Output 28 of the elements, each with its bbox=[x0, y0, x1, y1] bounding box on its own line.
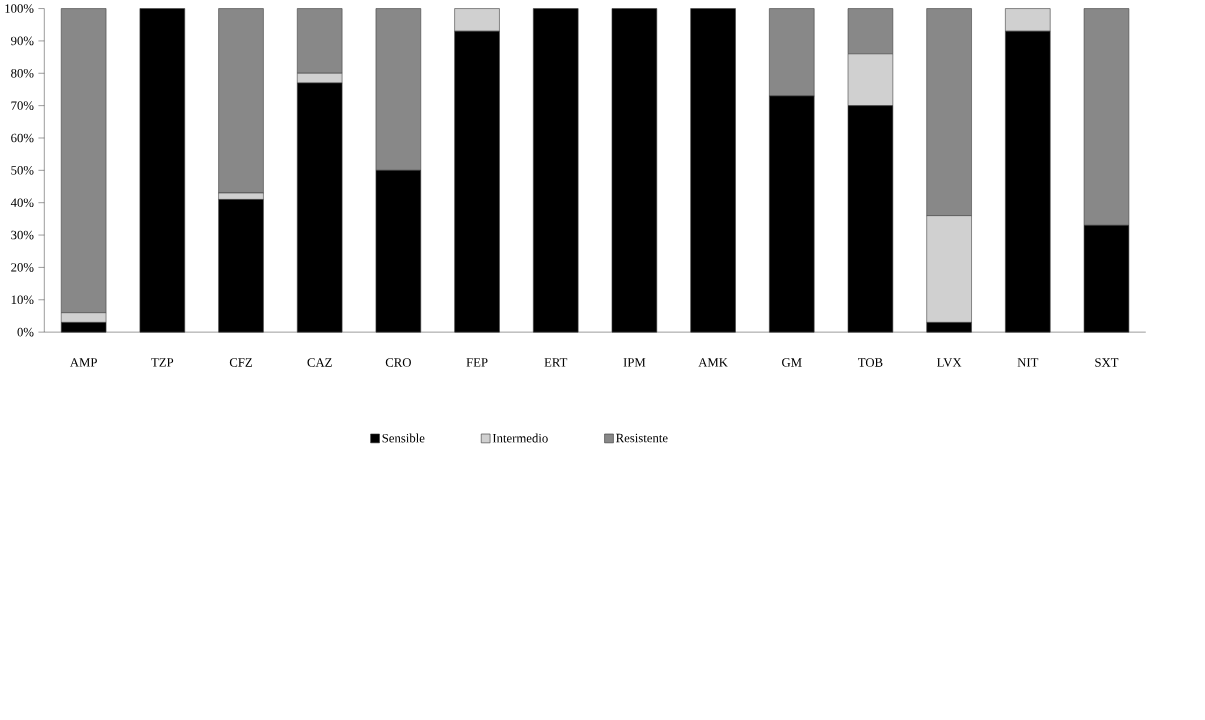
y-tick-label: 40% bbox=[10, 198, 34, 207]
x-tick-label: NIT bbox=[1017, 358, 1039, 367]
x-tick-label: GM bbox=[782, 358, 802, 367]
x-tick-label: CRO bbox=[385, 358, 411, 367]
y-tick-label: 0% bbox=[17, 327, 34, 337]
x-tick-label: LVX bbox=[936, 358, 962, 367]
y-tick-label: 50% bbox=[11, 165, 34, 175]
legend-label: Resistente bbox=[616, 433, 668, 443]
x-tick-label: CFZ bbox=[229, 358, 252, 367]
x-tick-label: CAZ bbox=[307, 358, 332, 367]
y-tick-label: 80% bbox=[11, 68, 34, 78]
x-tick-label: TOB bbox=[858, 358, 883, 367]
x-tick-label: AMK bbox=[698, 358, 728, 367]
y-tick-label: 90% bbox=[11, 36, 34, 46]
y-tick-label: 100% bbox=[5, 4, 34, 13]
y-tick-label: 10% bbox=[11, 295, 34, 304]
y-tick-label: 20% bbox=[11, 262, 34, 272]
legend-label: Intermedio bbox=[492, 433, 548, 443]
y-tick-label: 70% bbox=[11, 101, 34, 110]
x-tick-label: SXT bbox=[1095, 358, 1119, 367]
x-tick-label: TZP bbox=[151, 358, 174, 367]
x-tick-label: ERT bbox=[544, 358, 568, 367]
y-tick-label: 30% bbox=[11, 230, 34, 240]
x-tick-label: IPM bbox=[623, 358, 646, 367]
x-tick-label: FEP bbox=[466, 358, 488, 367]
legend-label: Sensible bbox=[382, 433, 425, 443]
y-tick-label: 60% bbox=[11, 133, 34, 143]
x-tick-label: AMP bbox=[69, 358, 97, 367]
